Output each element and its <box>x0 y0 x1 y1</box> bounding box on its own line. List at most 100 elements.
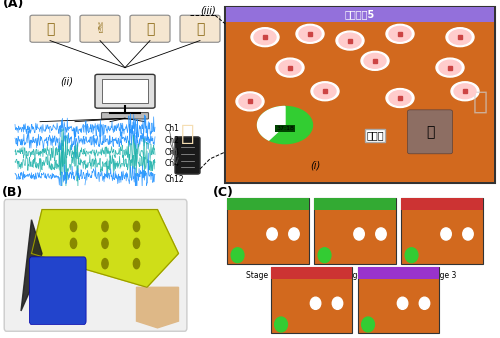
FancyBboxPatch shape <box>102 113 148 119</box>
Circle shape <box>449 30 471 45</box>
Circle shape <box>389 91 411 105</box>
FancyBboxPatch shape <box>228 198 308 210</box>
Circle shape <box>446 28 474 47</box>
FancyBboxPatch shape <box>314 198 396 264</box>
Text: (iii): (iii) <box>200 5 216 16</box>
FancyBboxPatch shape <box>314 198 396 210</box>
Circle shape <box>70 259 76 269</box>
Circle shape <box>318 248 331 263</box>
Circle shape <box>274 317 287 332</box>
Circle shape <box>451 82 479 101</box>
FancyBboxPatch shape <box>402 198 482 210</box>
FancyBboxPatch shape <box>130 15 170 42</box>
Circle shape <box>296 24 324 43</box>
Polygon shape <box>21 220 42 311</box>
Circle shape <box>70 238 76 248</box>
Circle shape <box>389 26 411 41</box>
Circle shape <box>454 84 476 99</box>
Text: (i): (i) <box>310 161 320 171</box>
FancyBboxPatch shape <box>30 257 86 324</box>
FancyBboxPatch shape <box>225 7 495 183</box>
Text: 👤: 👤 <box>472 89 488 114</box>
Circle shape <box>336 31 364 50</box>
FancyBboxPatch shape <box>226 7 494 182</box>
Text: Ch2: Ch2 <box>165 136 180 145</box>
FancyBboxPatch shape <box>4 199 187 331</box>
Circle shape <box>386 89 414 107</box>
FancyBboxPatch shape <box>102 79 148 103</box>
Text: Ch12: Ch12 <box>165 175 184 184</box>
Circle shape <box>362 317 374 332</box>
FancyBboxPatch shape <box>271 267 352 333</box>
FancyBboxPatch shape <box>271 267 352 279</box>
Circle shape <box>439 60 461 75</box>
Circle shape <box>251 28 279 47</box>
Circle shape <box>258 106 312 144</box>
Circle shape <box>254 30 276 45</box>
Circle shape <box>405 248 418 263</box>
Polygon shape <box>136 287 178 328</box>
Circle shape <box>311 82 339 101</box>
Circle shape <box>134 221 140 232</box>
Text: 上下！: 上下！ <box>366 130 384 140</box>
Circle shape <box>420 297 430 309</box>
Text: Ch4: Ch4 <box>165 160 180 168</box>
Circle shape <box>441 228 452 240</box>
Text: Stage 0 & 1: Stage 0 & 1 <box>246 271 290 280</box>
Circle shape <box>354 228 364 240</box>
FancyBboxPatch shape <box>226 7 494 22</box>
Text: (ii): (ii) <box>60 76 73 87</box>
Circle shape <box>231 248 244 263</box>
FancyBboxPatch shape <box>180 15 220 42</box>
Polygon shape <box>32 210 178 287</box>
Circle shape <box>70 221 76 232</box>
FancyBboxPatch shape <box>358 267 439 279</box>
Text: ✊: ✊ <box>196 22 204 36</box>
Circle shape <box>134 259 140 269</box>
Circle shape <box>102 238 108 248</box>
Text: Stage 3: Stage 3 <box>428 271 456 280</box>
Circle shape <box>436 58 464 77</box>
Text: ...: ... <box>165 168 173 177</box>
Text: Ch1: Ch1 <box>165 124 180 133</box>
Circle shape <box>376 228 386 240</box>
Text: Ch3: Ch3 <box>165 148 180 156</box>
Circle shape <box>310 297 321 309</box>
Text: (B): (B) <box>2 186 24 199</box>
Circle shape <box>102 259 108 269</box>
Circle shape <box>314 84 336 99</box>
Text: ステージ5: ステージ5 <box>345 9 375 20</box>
Circle shape <box>279 60 301 75</box>
Circle shape <box>386 24 414 43</box>
FancyBboxPatch shape <box>408 110 453 154</box>
Circle shape <box>102 221 108 232</box>
FancyBboxPatch shape <box>175 137 200 174</box>
Text: 37:18: 37:18 <box>276 126 294 131</box>
FancyBboxPatch shape <box>402 198 482 264</box>
Circle shape <box>339 33 361 48</box>
FancyBboxPatch shape <box>228 198 308 264</box>
FancyBboxPatch shape <box>95 74 155 108</box>
Polygon shape <box>258 106 285 140</box>
Circle shape <box>236 92 264 111</box>
Circle shape <box>364 53 386 68</box>
Circle shape <box>267 228 278 240</box>
Circle shape <box>398 297 408 309</box>
Circle shape <box>299 26 321 41</box>
FancyBboxPatch shape <box>80 15 120 42</box>
Text: 🖐: 🖐 <box>146 22 154 36</box>
Text: (C): (C) <box>213 186 234 199</box>
FancyBboxPatch shape <box>30 15 70 42</box>
Circle shape <box>361 51 389 70</box>
Circle shape <box>289 228 299 240</box>
Circle shape <box>239 94 261 109</box>
Circle shape <box>332 297 342 309</box>
Text: (A): (A) <box>2 0 24 10</box>
Text: 🖐: 🖐 <box>181 123 194 144</box>
Circle shape <box>276 58 304 77</box>
Text: 🐻: 🐻 <box>426 125 434 139</box>
Circle shape <box>463 228 473 240</box>
Text: ✌: ✌ <box>94 22 106 36</box>
Text: Stage 2: Stage 2 <box>340 271 370 280</box>
Circle shape <box>134 238 140 248</box>
